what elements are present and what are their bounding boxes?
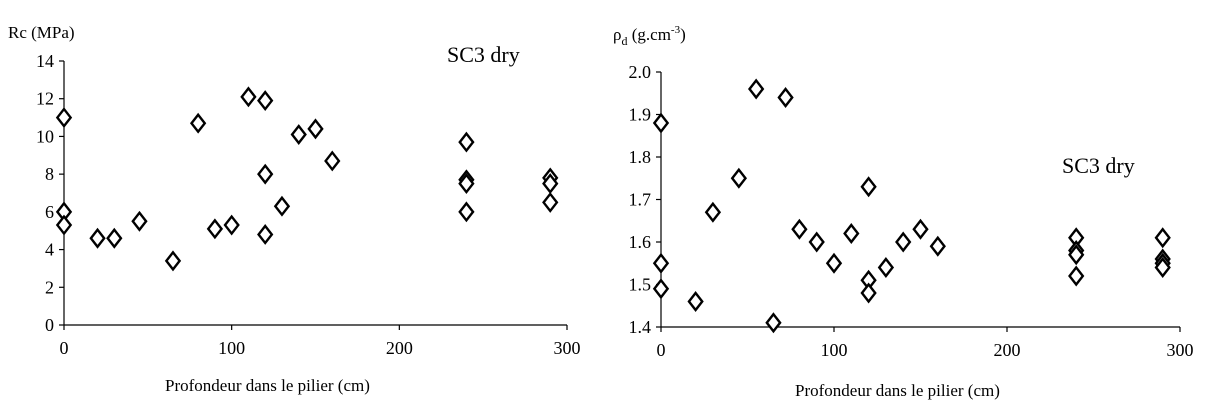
x-tick-label: 200 — [386, 338, 413, 358]
data-points — [55, 86, 559, 272]
y-tick-label: 6 — [45, 202, 54, 222]
x-tick-label: 0 — [60, 338, 69, 358]
data-point — [652, 278, 670, 300]
axes — [660, 72, 1180, 328]
y-tick-label: 2 — [45, 277, 54, 297]
data-point — [747, 78, 765, 100]
x-tick-label: 200 — [994, 340, 1021, 360]
data-point — [704, 201, 722, 223]
data-point — [877, 257, 895, 278]
y-tick-label: 1.4 — [629, 317, 652, 337]
y-axis-label-subscript: d — [621, 34, 627, 48]
data-point — [223, 214, 240, 236]
ticks: 0 2 4 6 8 10 12 14 0 100 200 300 — [36, 51, 581, 358]
data-point — [1154, 257, 1171, 278]
y-tick-label: 1.8 — [629, 147, 652, 167]
x-axis-label: Profondeur dans le pilier (cm) — [165, 376, 370, 395]
x-tick-label: 100 — [218, 338, 245, 358]
data-point — [791, 218, 808, 240]
y-tick-label: 8 — [45, 164, 54, 184]
data-point — [1068, 244, 1085, 266]
y-tick-label: 0 — [45, 315, 54, 335]
data-point — [240, 86, 257, 108]
data-point — [324, 150, 341, 172]
data-point — [131, 210, 148, 232]
data-point — [458, 173, 475, 195]
x-axis-label: Profondeur dans le pilier (cm) — [795, 381, 1000, 400]
data-point — [257, 224, 274, 245]
data-point — [929, 235, 946, 257]
y-axis-label-unit: (g.cm — [627, 25, 670, 44]
data-point — [164, 250, 182, 272]
x-tick-label: 0 — [657, 340, 666, 360]
ticks: 1.4 1.5 1.6 1.7 1.8 1.9 2.0 0 100 200 300 — [629, 62, 1194, 360]
data-point — [257, 90, 274, 112]
y-axis-label-symbol: ρ — [613, 25, 621, 44]
data-point — [912, 218, 929, 240]
y-tick-label: 1.9 — [629, 105, 652, 125]
data-point — [730, 167, 748, 189]
y-tick-label: 2.0 — [629, 62, 652, 82]
y-tick-label: 10 — [36, 126, 54, 146]
y-tick-label: 14 — [36, 51, 54, 71]
data-point — [542, 191, 559, 213]
data-point — [687, 291, 704, 312]
data-point — [895, 231, 912, 253]
data-point — [458, 201, 475, 223]
y-axis-label: Rc (MPa) — [8, 23, 75, 42]
x-tick-label: 300 — [1167, 340, 1194, 360]
x-tick-label: 100 — [821, 340, 848, 360]
axes — [63, 61, 567, 326]
chart-annotation: SC3 dry — [1062, 153, 1135, 178]
data-point — [825, 252, 843, 274]
data-point — [273, 195, 291, 217]
y-tick-label: 1.7 — [629, 190, 652, 210]
data-point — [860, 282, 877, 304]
data-point — [765, 312, 782, 334]
y-tick-label: 12 — [36, 89, 54, 109]
density-scatter-chart: ρd (g.cm-3) SC3 dry Profondeur dans le p… — [613, 24, 1194, 400]
y-axis-label-superscript: -3 — [671, 24, 681, 36]
y-tick-label: 1.6 — [629, 232, 652, 252]
data-point — [290, 124, 307, 145]
data-point — [1154, 227, 1171, 249]
y-tick-label: 1.5 — [629, 275, 652, 295]
data-point — [843, 223, 860, 244]
data-point — [89, 227, 106, 249]
data-point — [860, 176, 877, 198]
y-axis-label-close: ) — [680, 25, 686, 44]
data-point — [652, 252, 670, 274]
data-point — [458, 131, 475, 153]
data-point — [307, 118, 324, 140]
chart-annotation: SC3 dry — [447, 42, 520, 67]
x-tick-label: 300 — [554, 338, 581, 358]
data-points — [652, 78, 1171, 334]
data-point — [808, 231, 825, 253]
data-point — [257, 163, 274, 185]
data-point — [652, 112, 670, 134]
data-point — [777, 87, 794, 108]
y-tick-label: 4 — [45, 240, 54, 260]
data-point — [206, 218, 224, 240]
data-point — [55, 214, 73, 236]
data-point — [106, 227, 123, 249]
data-point — [189, 112, 207, 134]
data-point — [55, 107, 73, 129]
rc-scatter-chart: Rc (MPa) SC3 dry Profondeur dans le pili… — [8, 23, 581, 395]
data-point — [1068, 265, 1085, 287]
y-axis-label: ρd (g.cm-3) — [613, 24, 686, 48]
